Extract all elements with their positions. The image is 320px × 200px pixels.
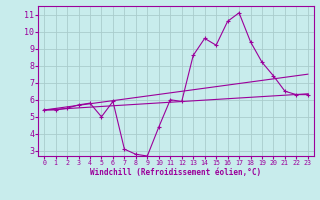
- X-axis label: Windchill (Refroidissement éolien,°C): Windchill (Refroidissement éolien,°C): [91, 168, 261, 177]
